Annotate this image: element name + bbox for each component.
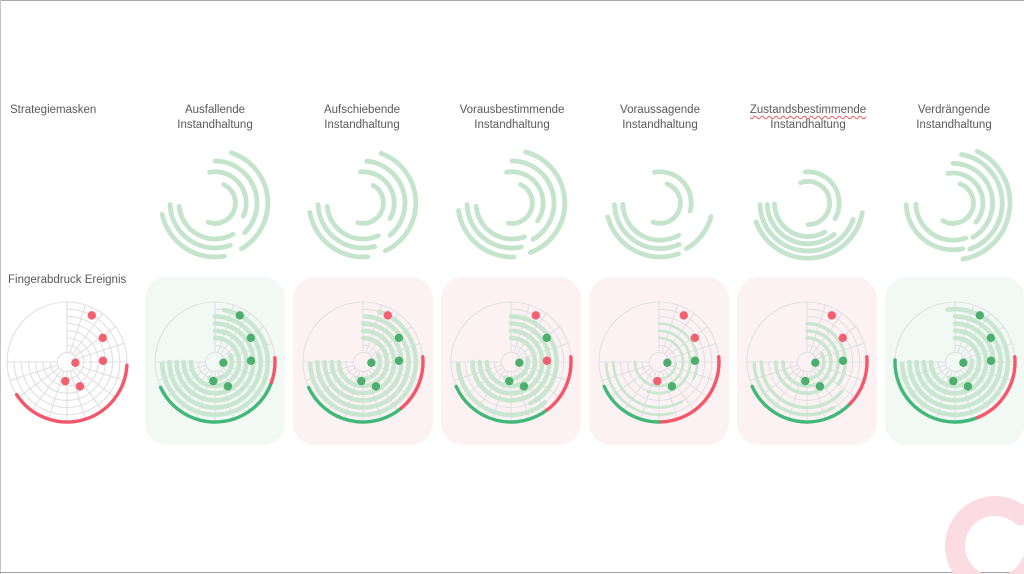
event-dot [690, 333, 700, 343]
event-dot [663, 358, 672, 367]
strategy-spiral-voraussagende[interactable] [598, 141, 722, 265]
event-dot [838, 356, 848, 365]
column-header-verdraengende[interactable]: Verdrängende Instandhaltung [869, 103, 1024, 132]
strategy-spiral-vorausbestimmende[interactable] [450, 141, 574, 265]
strategy-spiral-ausfallende[interactable] [153, 141, 277, 265]
event-dot [71, 358, 80, 367]
slide-bottom-border [0, 572, 1024, 573]
strategy-card-aufschiebende[interactable] [293, 277, 433, 445]
event-dot [61, 376, 70, 386]
column-title-line2: Instandhaltung [770, 118, 846, 131]
event-dot [838, 333, 848, 343]
strategy-spiral-zustandsbestimmende[interactable] [746, 141, 870, 265]
column-header-aufschiebende[interactable]: Aufschiebende Instandhaltung [277, 103, 447, 132]
column-header-vorausbestimmende[interactable]: Vorausbestimmende Instandhaltung [427, 103, 597, 132]
column-title-line1: Vorausbestimmende [459, 104, 565, 116]
row-label-fingerabdruck-ereignis[interactable]: Fingerabdruck Ereignis [8, 274, 127, 286]
event-dot [209, 376, 218, 386]
event-dot [357, 376, 366, 386]
event-dot [975, 311, 984, 320]
event-dot [75, 382, 85, 391]
event-dot [667, 382, 677, 391]
event-dot [679, 311, 688, 320]
event-dot [383, 311, 392, 320]
event-dot [811, 358, 820, 367]
event-dot [815, 382, 825, 391]
column-title-line1: Voraussagende [620, 104, 700, 116]
column-title-line2: Instandhaltung [916, 118, 992, 131]
match-chart-vorausbestimmende [450, 301, 573, 424]
strategy-spiral-verdraengende[interactable] [891, 141, 1015, 265]
event-dot [394, 333, 404, 343]
column-title-line1: Zustandsbestimmende [749, 104, 867, 116]
column-title-line1: Ausfallende [184, 104, 246, 116]
decorative-pink-ring[interactable] [938, 478, 1024, 574]
strategy-card-vorausbestimmende[interactable] [441, 277, 581, 445]
event-dot [827, 311, 836, 320]
match-chart-verdraengende [893, 301, 1017, 424]
event-dot [949, 376, 958, 386]
column-title-line2: Instandhaltung [474, 118, 550, 131]
strategy-card-voraussagende[interactable] [589, 277, 729, 445]
event-dot [505, 376, 514, 386]
event-dot [542, 356, 552, 365]
event-dot [98, 356, 108, 365]
column-header-zustandsbestimmende[interactable]: Zustandsbestimmende Instandhaltung [723, 103, 893, 132]
event-dot [519, 382, 529, 391]
event-dot [986, 333, 996, 343]
strategy-spiral-aufschiebende[interactable] [301, 141, 425, 265]
row-label-strategiemasken[interactable]: Strategiemasken [10, 104, 97, 116]
event-dot [515, 358, 524, 367]
event-dot [801, 376, 810, 386]
slide-left-border [0, 0, 1, 574]
fingerprint-event-chart[interactable] [5, 300, 129, 424]
event-dot [394, 356, 404, 365]
event-dot [653, 376, 662, 386]
event-dot [690, 356, 700, 365]
match-chart-aufschiebende [302, 301, 425, 424]
event-dot [963, 382, 973, 391]
column-title-line2: Instandhaltung [622, 118, 698, 131]
strategy-card-zustandsbestimmende[interactable] [737, 277, 877, 445]
column-title-line1: Aufschiebende [323, 104, 401, 116]
slide-top-border [0, 0, 1024, 1]
strategy-card-verdraengende[interactable] [885, 277, 1024, 445]
event-dot [87, 311, 96, 320]
column-title-line2: Instandhaltung [324, 118, 400, 131]
strategy-card-ausfallende[interactable] [145, 277, 285, 445]
event-dot [235, 311, 244, 320]
event-dot [986, 356, 996, 365]
event-dot [219, 358, 228, 367]
column-title-line1: Verdrängende [917, 104, 991, 116]
event-dot [542, 333, 552, 343]
column-header-ausfallende[interactable]: Ausfallende Instandhaltung [130, 103, 300, 132]
event-dot [367, 358, 376, 367]
event-dot [223, 382, 233, 391]
match-chart-voraussagende [598, 301, 721, 424]
event-dot [959, 358, 968, 367]
column-title-line2: Instandhaltung [177, 118, 253, 131]
event-dot [98, 333, 108, 343]
event-dot [246, 356, 256, 365]
event-dot [246, 333, 256, 343]
match-chart-zustandsbestimmende [746, 301, 869, 424]
match-chart-ausfallende [154, 301, 277, 424]
column-header-voraussagende[interactable]: Voraussagende Instandhaltung [575, 103, 745, 132]
event-dot [531, 311, 540, 320]
event-dot [371, 382, 381, 391]
